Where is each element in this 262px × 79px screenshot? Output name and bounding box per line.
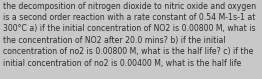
Text: the decomposition of nitrogen dioxide to nitric oxide and oxygen
is a second ord: the decomposition of nitrogen dioxide to… xyxy=(3,2,256,68)
